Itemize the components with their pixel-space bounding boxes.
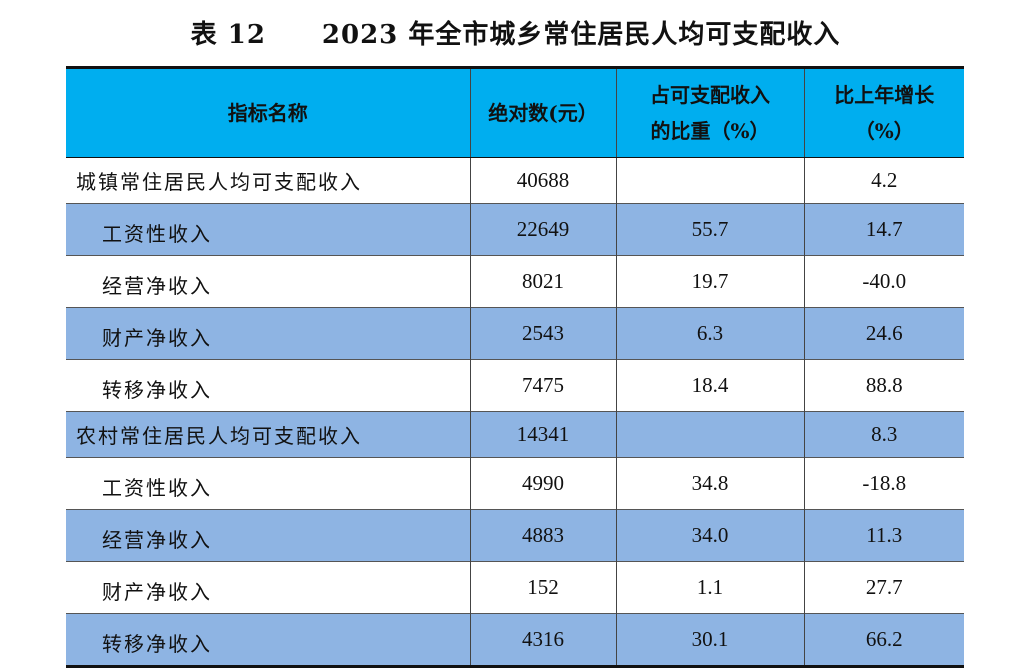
table-title: 表 12 2023 年全市城乡常住居民人均可支配收入 [0, 14, 1031, 51]
row-growth: -40.0 [803, 255, 964, 308]
row-share: 19.7 [615, 255, 804, 308]
row-growth: 27.7 [803, 561, 964, 614]
table-row: 工资性收入 4990 34.8 -18.8 [66, 457, 964, 510]
table-row: 农村常住居民人均可支配收入 14341 8.3 [66, 411, 964, 458]
header-growth-line1: 比上年增长 [834, 83, 935, 107]
row-name: 工资性收入 [66, 457, 470, 510]
row-share: 18.4 [615, 359, 804, 412]
row-name: 城镇常住居民人均可支配收入 [66, 157, 470, 204]
row-absolute: 7475 [469, 359, 616, 412]
row-name: 工资性收入 [66, 203, 470, 256]
row-name: 财产净收入 [66, 307, 470, 360]
table-row: 财产净收入 2543 6.3 24.6 [66, 307, 964, 360]
header-share: 占可支配收入 的比重（%） [615, 67, 804, 158]
header-growth-line2: （%） [854, 119, 914, 143]
row-absolute: 2543 [469, 307, 616, 360]
row-absolute: 152 [469, 561, 616, 614]
row-share: 34.0 [615, 509, 804, 562]
row-absolute: 22649 [469, 203, 616, 256]
row-share: 1.1 [615, 561, 804, 614]
row-share: 30.1 [615, 613, 804, 667]
row-share [615, 411, 804, 458]
row-growth: 66.2 [803, 613, 964, 667]
header-row: 指标名称 绝对数(元） 占可支配收入 的比重（%） 比上年增长 （%） [66, 67, 964, 158]
row-name: 转移净收入 [66, 359, 470, 412]
table-number: 表 12 [190, 20, 266, 50]
header-absolute-value: 绝对数(元） [469, 67, 616, 158]
table-row: 财产净收入 152 1.1 27.7 [66, 561, 964, 614]
table-row: 经营净收入 8021 19.7 -40.0 [66, 255, 964, 308]
table-title-text: 2023 年全市城乡常住居民人均可支配收入 [321, 20, 841, 50]
row-absolute: 4883 [469, 509, 616, 562]
row-name: 经营净收入 [66, 255, 470, 308]
row-growth: 88.8 [803, 359, 964, 412]
row-name: 财产净收入 [66, 561, 470, 614]
row-growth: 8.3 [803, 411, 964, 458]
header-indicator-name: 指标名称 [66, 67, 470, 158]
row-absolute: 4316 [469, 613, 616, 667]
table-row: 经营净收入 4883 34.0 11.3 [66, 509, 964, 562]
row-share: 55.7 [615, 203, 804, 256]
row-absolute: 8021 [469, 255, 616, 308]
row-absolute: 14341 [469, 411, 616, 458]
row-growth: 24.6 [803, 307, 964, 360]
table-row: 城镇常住居民人均可支配收入 40688 4.2 [66, 157, 964, 204]
row-share [615, 157, 804, 204]
row-growth: 4.2 [803, 157, 964, 204]
row-growth: 14.7 [803, 203, 964, 256]
header-share-line2: 的比重（%） [650, 119, 770, 143]
row-growth: 11.3 [803, 509, 964, 562]
header-share-line1: 占可支配收入 [650, 83, 770, 107]
row-share: 6.3 [615, 307, 804, 360]
table-row: 转移净收入 4316 30.1 66.2 [66, 613, 964, 667]
table-row: 转移净收入 7475 18.4 88.8 [66, 359, 964, 412]
income-table: 指标名称 绝对数(元） 占可支配收入 的比重（%） 比上年增长 （%） 城镇常住… [66, 66, 964, 668]
row-absolute: 40688 [469, 157, 616, 204]
header-growth: 比上年增长 （%） [803, 67, 964, 158]
row-name: 经营净收入 [66, 509, 470, 562]
row-growth: -18.8 [803, 457, 964, 510]
table-row: 工资性收入 22649 55.7 14.7 [66, 203, 964, 256]
row-absolute: 4990 [469, 457, 616, 510]
row-name: 转移净收入 [66, 613, 470, 667]
row-share: 34.8 [615, 457, 804, 510]
row-name: 农村常住居民人均可支配收入 [66, 411, 470, 458]
